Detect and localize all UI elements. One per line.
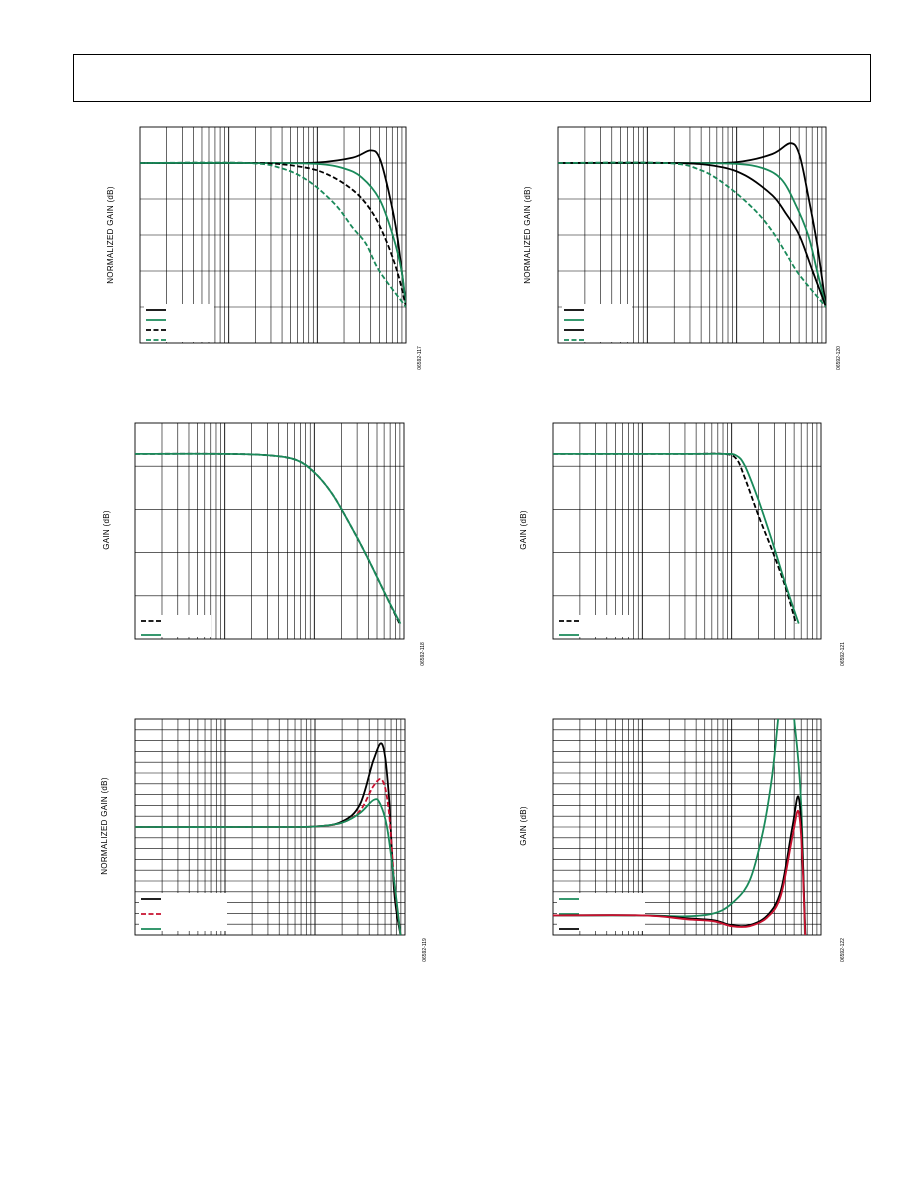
figure-id-121: 06592-121 bbox=[840, 642, 846, 666]
chart-gain-118 bbox=[134, 422, 405, 640]
chart-normalized-gain-120 bbox=[557, 126, 827, 344]
series-line-3 bbox=[135, 798, 402, 935]
ylabel-122: GAIN (dB) bbox=[519, 806, 528, 846]
plot-frame bbox=[134, 422, 405, 640]
series-line-2 bbox=[793, 719, 806, 935]
ylabel-121: GAIN (dB) bbox=[519, 510, 528, 550]
series-line-1 bbox=[558, 142, 826, 308]
page-header-frame bbox=[73, 54, 871, 102]
chart-gain-122 bbox=[552, 718, 822, 936]
legend-box bbox=[557, 615, 629, 637]
plot-frame bbox=[552, 718, 822, 936]
figure-id-118: 06592-118 bbox=[420, 642, 426, 666]
series-line-4 bbox=[553, 809, 807, 935]
ylabel-117: NORMALIZED GAIN (dB) bbox=[106, 186, 115, 284]
series-line-4 bbox=[140, 161, 406, 308]
series-line-1 bbox=[553, 719, 779, 918]
figure-id-117: 06592-117 bbox=[417, 346, 423, 370]
chart-gain-121 bbox=[552, 422, 822, 640]
series-line-2 bbox=[135, 452, 402, 625]
figure-id-120: 06592-120 bbox=[836, 346, 842, 370]
ylabel-119: NORMALIZED GAIN (dB) bbox=[100, 777, 109, 875]
ylabel-118: GAIN (dB) bbox=[102, 510, 111, 550]
figure-id-119: 06592-119 bbox=[422, 938, 428, 962]
series-line-2 bbox=[553, 452, 800, 624]
plot-frame bbox=[552, 422, 822, 640]
series-line-1 bbox=[553, 452, 797, 624]
plot-frame bbox=[557, 126, 827, 344]
series-line-1 bbox=[140, 149, 406, 308]
legend-box bbox=[139, 615, 211, 637]
chart-normalized-gain-119 bbox=[134, 718, 406, 936]
chart-normalized-gain-117 bbox=[139, 126, 407, 344]
figure-id-122: 06592-122 bbox=[840, 938, 846, 962]
ylabel-120: NORMALIZED GAIN (dB) bbox=[523, 186, 532, 284]
plot-frame bbox=[139, 126, 407, 344]
series-line-4 bbox=[558, 161, 826, 308]
